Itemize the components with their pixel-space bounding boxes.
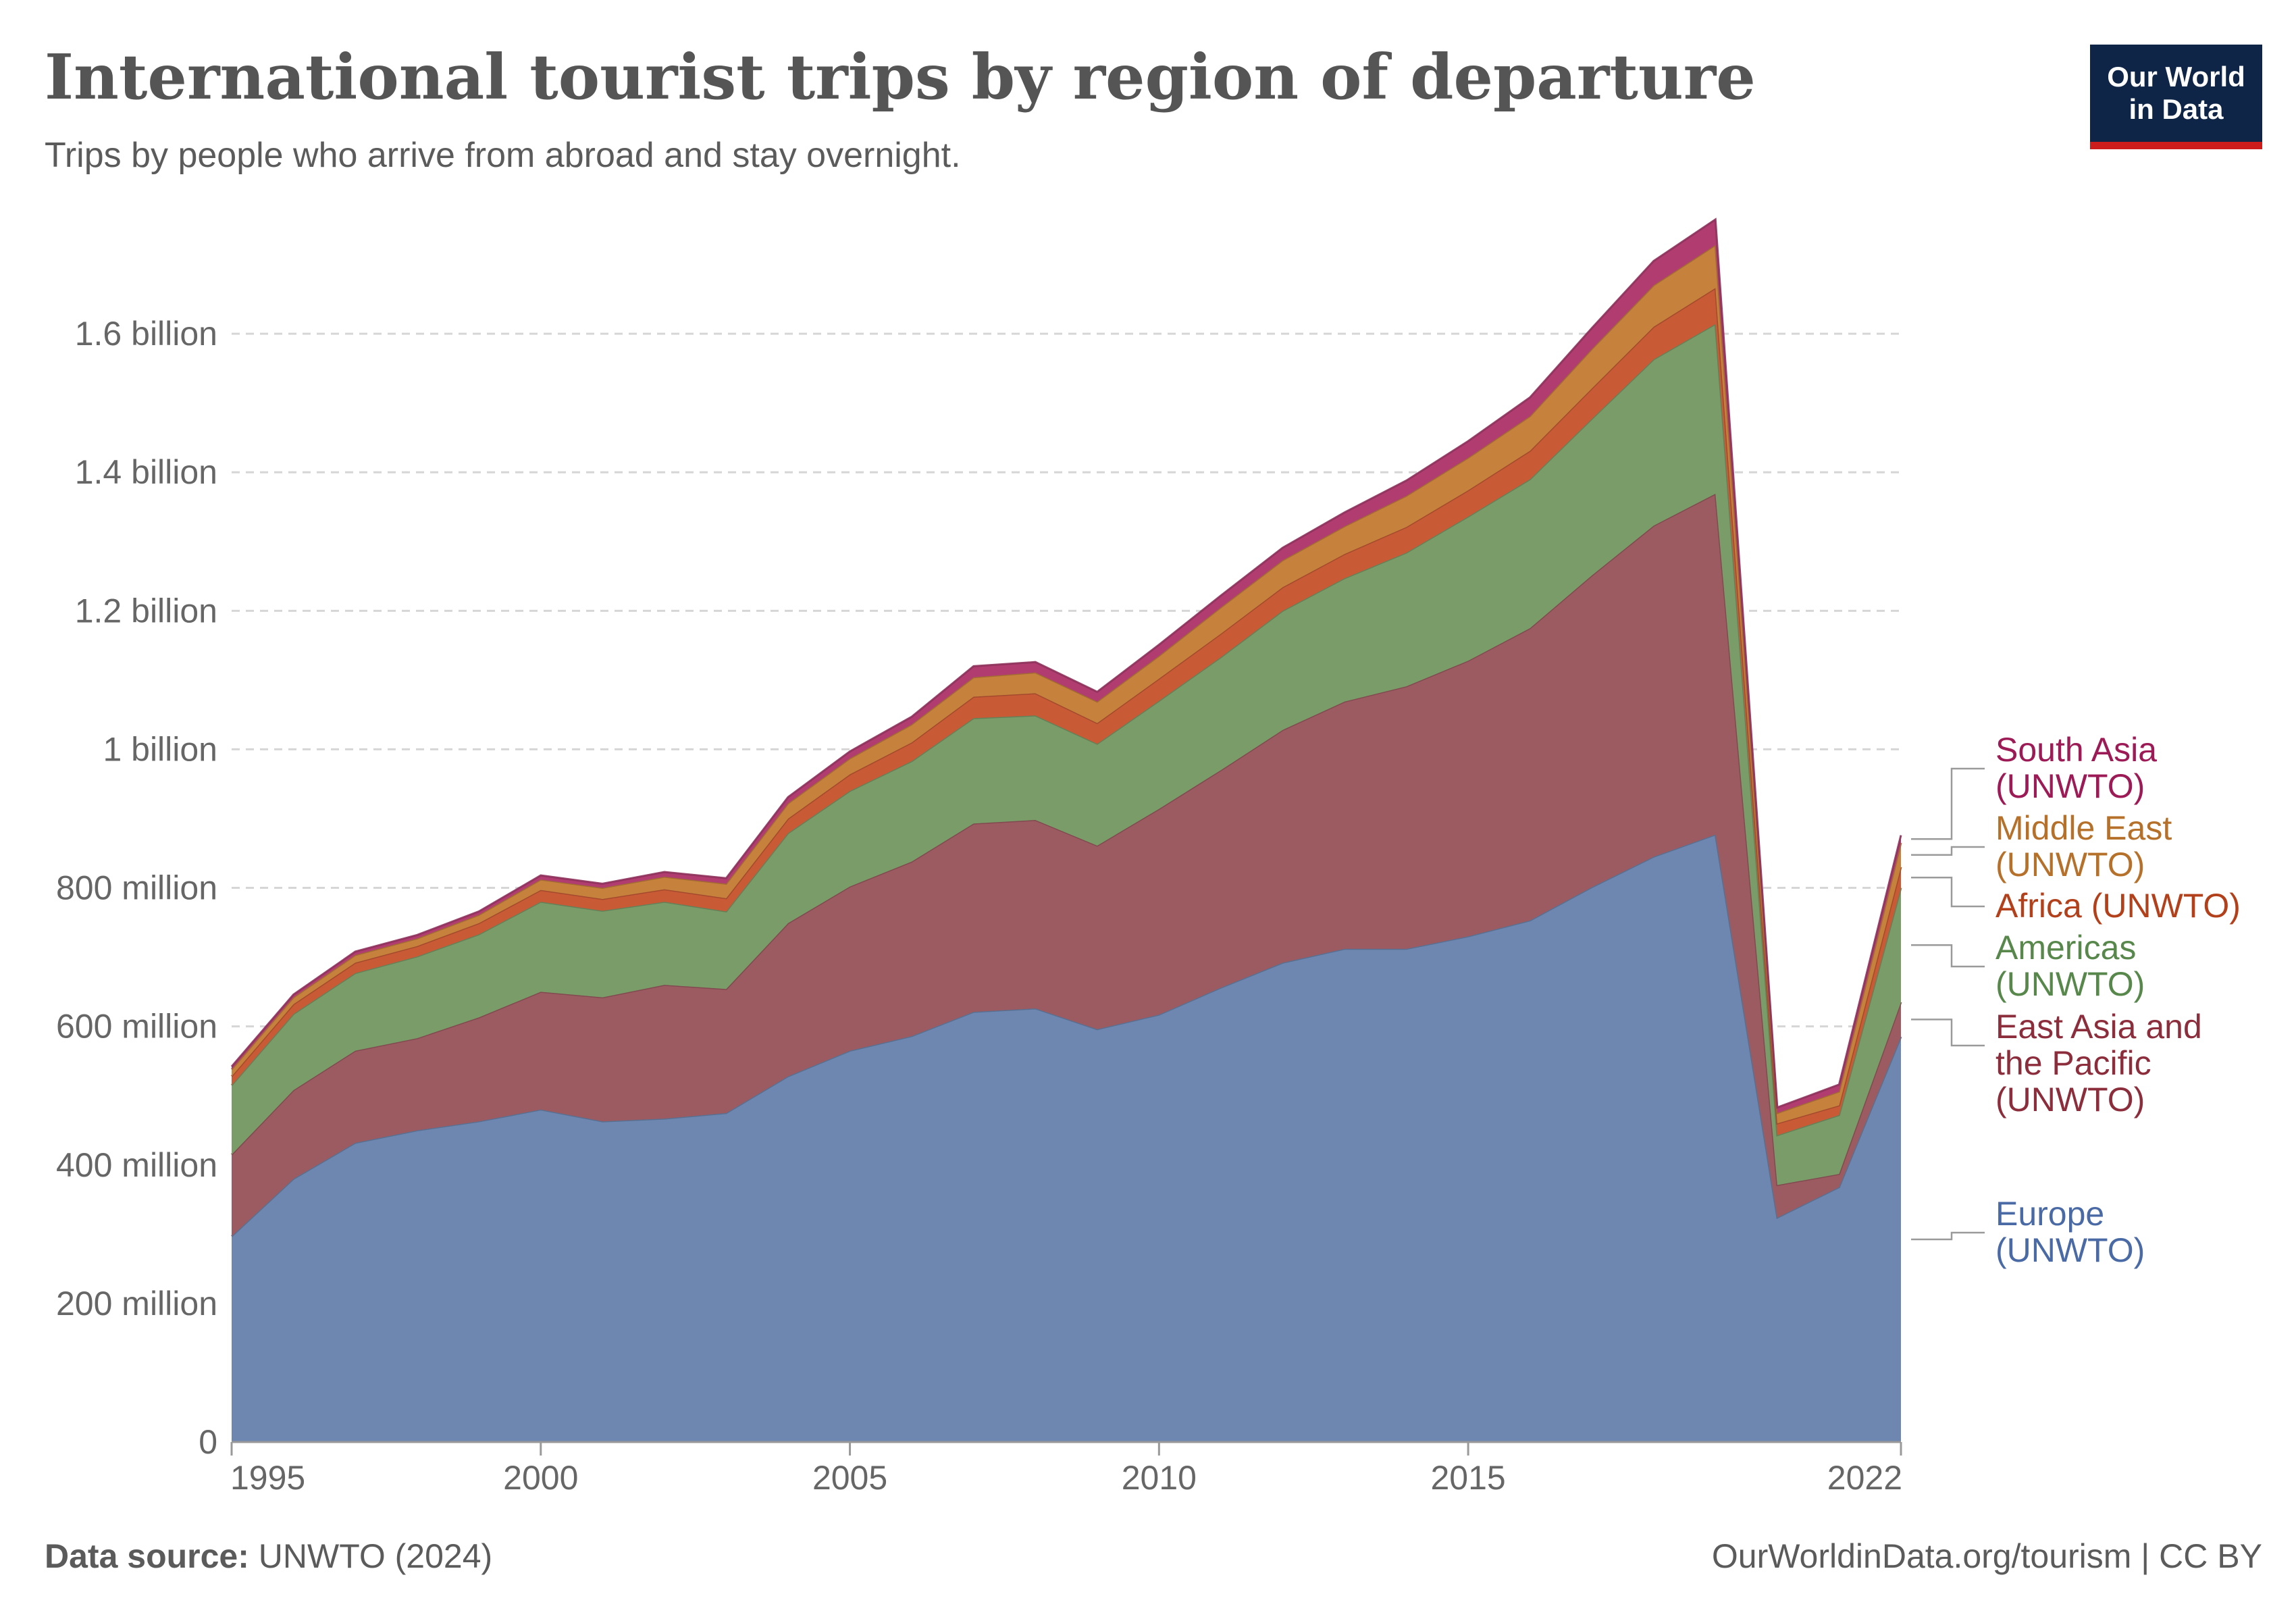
y-tick-label: 1.4 billion	[75, 453, 217, 491]
legend-label[interactable]: Africa (UNWTO)	[1995, 887, 2241, 925]
data-source-value: UNWTO (2024)	[258, 1537, 493, 1575]
y-tick-label: 1.6 billion	[75, 315, 217, 353]
y-tick-label: 1.2 billion	[75, 592, 217, 629]
y-tick-label: 800 million	[56, 869, 217, 907]
area-series	[230, 217, 1902, 1442]
legend-connector	[1911, 846, 1985, 856]
legend-label[interactable]: Europe (UNWTO)	[1995, 1195, 2145, 1269]
x-tick-label: 2010	[1122, 1459, 1197, 1497]
logo-line-2: in Data	[2129, 93, 2224, 125]
area-edge	[230, 217, 1902, 1109]
x-tick-label: 2005	[812, 1459, 887, 1497]
legend-label-line: Europe	[1995, 1195, 2104, 1233]
area-east-asia-and-the-pacific-unwto[interactable]	[232, 494, 1901, 1237]
x-tick-label: 2000	[503, 1459, 578, 1497]
chart-title: International tourist trips by region of…	[45, 41, 1756, 113]
legend-connector	[1911, 944, 1985, 968]
chart-subtitle: Trips by people who arrive from abroad a…	[45, 136, 961, 175]
legend-connector	[1911, 1231, 1985, 1241]
legend-label-line: (UNWTO)	[1995, 767, 2145, 805]
x-tick-label: 2015	[1430, 1459, 1505, 1497]
legend-label-line: East Asia and	[1995, 1008, 2202, 1046]
axes: 0 200 million 400 million 600 million 800 mi…	[56, 315, 1902, 1497]
legend-label-line: (UNWTO)	[1995, 846, 2145, 883]
legend-connector	[1911, 1019, 1985, 1047]
legend-connector	[1911, 767, 1985, 840]
y-tick-label: 600 million	[56, 1008, 217, 1046]
legend-label-line: Middle East	[1995, 809, 2172, 847]
area-middle-east-unwto[interactable]	[232, 245, 1901, 1124]
logo-line-1: Our World	[2107, 61, 2245, 93]
y-tick-label: 400 million	[56, 1146, 217, 1184]
area-americas-unwto[interactable]	[232, 324, 1901, 1185]
data-source: Data source: UNWTO (2024)	[45, 1537, 492, 1576]
footer-url[interactable]: OurWorldinData.org/tourism | CC BY	[1711, 1537, 2262, 1575]
legend-label-line: Americas	[1995, 929, 2136, 967]
y-tick-label: 200 million	[56, 1285, 217, 1322]
legend-label-line: Africa (UNWTO)	[1995, 887, 2241, 925]
y-tick-label: 0	[199, 1423, 217, 1461]
area-south-asia-unwto[interactable]	[232, 219, 1901, 1113]
x-tick-label: 2022	[1827, 1459, 1902, 1497]
legend-label[interactable]: South Asia (UNWTO)	[1995, 731, 2157, 805]
legend-label-line: the Pacific	[1995, 1044, 2151, 1082]
legend: Europe (UNWTO)East Asia and the Pacific (UN…	[1911, 731, 2241, 1269]
legend-label-line: South Asia	[1995, 731, 2157, 769]
legend-label[interactable]: Americas (UNWTO)	[1995, 929, 2145, 1003]
legend-label-line: (UNWTO)	[1995, 1081, 2145, 1118]
legend-label-line: (UNWTO)	[1995, 965, 2145, 1003]
x-tick-label: 1995	[230, 1459, 305, 1497]
y-tick-label: 1 billion	[103, 730, 217, 768]
owid-logo[interactable]: Our World in Data	[2090, 45, 2262, 149]
legend-label-line: (UNWTO)	[1995, 1231, 2145, 1269]
area-europe-unwto[interactable]	[232, 834, 1901, 1442]
legend-label[interactable]: Middle East (UNWTO)	[1995, 809, 2172, 883]
area-africa-unwto[interactable]	[232, 288, 1901, 1135]
legend-connector	[1911, 876, 1985, 908]
data-source-label: Data source:	[45, 1537, 249, 1575]
legend-label[interactable]: East Asia and the Pacific (UNWTO)	[1995, 1008, 2202, 1118]
